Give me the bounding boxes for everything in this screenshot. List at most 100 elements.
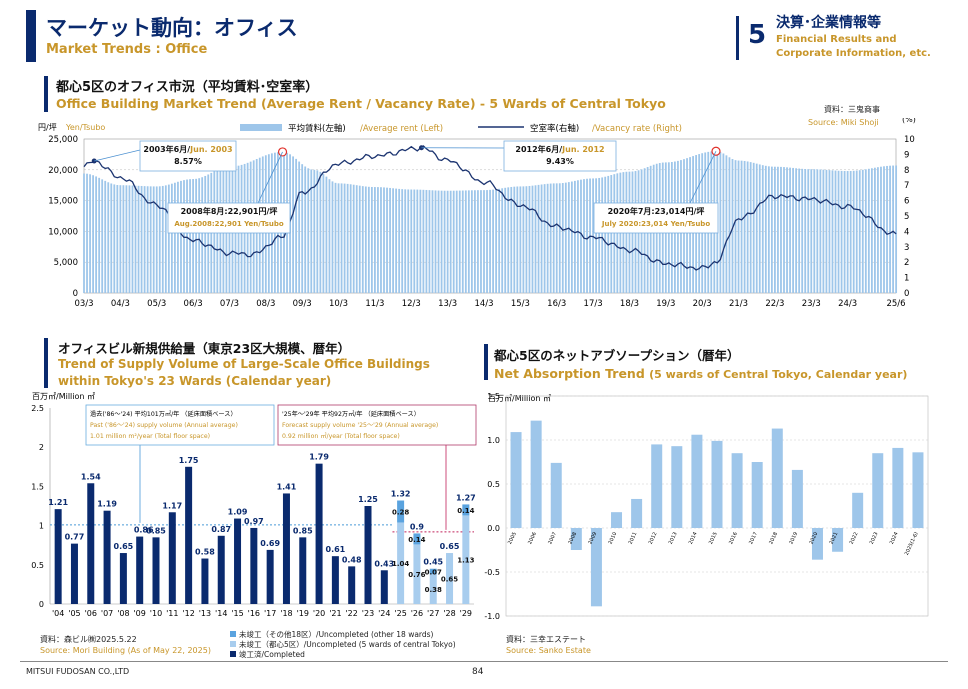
rent-bar [552, 183, 555, 293]
net-absorption-bar [731, 453, 743, 528]
rent-bar [810, 169, 813, 293]
bl-x-tick: '15 [231, 609, 243, 618]
top-y-right-tick: 0 [904, 289, 909, 299]
bl-value-label: 0.77 [65, 533, 85, 542]
unit-left-en: Yen/Tsubo [65, 123, 105, 132]
other-wards-label: 0.14 [457, 507, 474, 515]
completed-bar [234, 518, 242, 604]
br-x-tick: 2008 [567, 531, 578, 545]
completed-bar [152, 537, 160, 604]
rent-bar [892, 165, 894, 293]
top-y-right-tick: 3 [904, 243, 909, 253]
rent-bar [801, 168, 804, 293]
br-source-jp: 資料：三幸エステート [506, 635, 586, 644]
completed-bar [103, 510, 111, 604]
rent-bar [604, 176, 607, 293]
rent-bar [486, 190, 488, 293]
rent-bar [886, 165, 888, 293]
top-y-left-tick: 5,000 [54, 258, 78, 268]
rent-bar [134, 185, 137, 293]
top-x-tick: 22/3 [765, 299, 784, 309]
annotation-2012-text-part: 9.43% [546, 157, 574, 166]
peak-vacancy-2003-marker [91, 158, 97, 164]
rent-bar [583, 179, 585, 293]
rent-bar [592, 178, 594, 293]
five-wards-label: 0.65 [441, 576, 458, 584]
br-x-tick: 2025(1-6) [904, 531, 920, 556]
annotation-2003-box [139, 140, 237, 172]
br-y-tick: 0.0 [487, 524, 500, 533]
rent-bar [137, 185, 140, 293]
rent-bar [780, 166, 782, 293]
bl-x-tick: '11 [166, 609, 178, 618]
bl-x-tick: '06 [85, 609, 97, 618]
completed-bar [87, 483, 95, 604]
rent-bar [392, 188, 394, 293]
rent-bar [422, 189, 425, 293]
rent-bar [858, 170, 861, 293]
bl-value-label: 0.45 [423, 558, 443, 567]
rent-bar [889, 165, 891, 293]
completed-bar [380, 570, 388, 604]
rent-bar [749, 162, 752, 293]
rent-bar [764, 165, 767, 293]
bl-value-label: 0.48 [342, 555, 362, 564]
rent-bar [728, 157, 731, 293]
rent-bar [128, 185, 131, 293]
br-x-tick: 2019 [788, 531, 799, 545]
rent-bar [367, 186, 370, 293]
rent-bar [361, 186, 364, 293]
rent-bar [337, 183, 340, 293]
past-avg-line-2: Past ('86～'24) supply volume (Annual ave… [90, 422, 238, 429]
rent-bar [331, 181, 334, 293]
rent-bar [119, 185, 122, 293]
five-wards-bar [446, 553, 454, 604]
rent-bar [752, 162, 755, 293]
footer-rule [20, 661, 948, 662]
annotation-2008-box [167, 202, 291, 234]
rent-bar [455, 190, 458, 293]
rent-bar [192, 179, 194, 293]
net-absorption-bar [791, 469, 803, 528]
bl-x-tick: '16 [248, 609, 260, 618]
top-y-left-tick: 10,000 [48, 227, 78, 237]
top-x-tick: 18/3 [620, 299, 639, 309]
top-x-tick: 11/3 [365, 299, 384, 309]
supply-volume-chart: 百万㎡/Million ㎡ 0 0.5 1 1.5 2 2.5 1.21 0.77 1.54 1… [31, 392, 477, 618]
bl-y-tick: 1.5 [31, 482, 44, 491]
top-chart-subtitle: Office Building Market Trend (Average Re… [56, 96, 666, 111]
rent-bar [407, 189, 410, 293]
top-title-bar [44, 76, 48, 112]
bl-value-label: 1.17 [162, 501, 182, 510]
rent-bar [828, 170, 831, 293]
legend-vac-jp: 空室率(右軸) [530, 123, 579, 134]
rent-bar [461, 190, 464, 293]
top-y-left-tick: 25,000 [48, 135, 78, 145]
bl-x-tick: '24 [378, 609, 390, 618]
rent-bar [437, 190, 440, 293]
unit-left-jp: 円/坪 [38, 123, 57, 132]
rent-bar [874, 167, 876, 293]
rent-bar [719, 152, 722, 293]
rent-bar [177, 181, 179, 293]
rent-bar [795, 168, 798, 293]
bl-unit: 百万㎡/Million ㎡ [32, 392, 95, 401]
completed-bar [348, 566, 356, 604]
top-y-right-tick: 7 [904, 181, 909, 191]
rent-bar [549, 183, 552, 293]
rent-bar [204, 175, 207, 293]
rent-bar [595, 178, 598, 293]
completed-bar [54, 509, 62, 604]
rent-bar [458, 190, 461, 293]
bl-x-tick: '17 [264, 609, 276, 618]
top-x-tick: 08/3 [256, 299, 275, 309]
br-x-tick: 2017 [748, 531, 759, 545]
br-chart-subtitle: Net Absorption Trend (5 wards of Central… [494, 366, 908, 381]
rent-bar [425, 189, 428, 293]
top-x-tick: 17/3 [584, 299, 603, 309]
rent-bar [89, 174, 91, 293]
rent-bar [419, 189, 422, 293]
net-absorption-bar [711, 440, 723, 528]
bl-x-tick: '05 [68, 609, 80, 618]
rent-bar [355, 185, 358, 293]
